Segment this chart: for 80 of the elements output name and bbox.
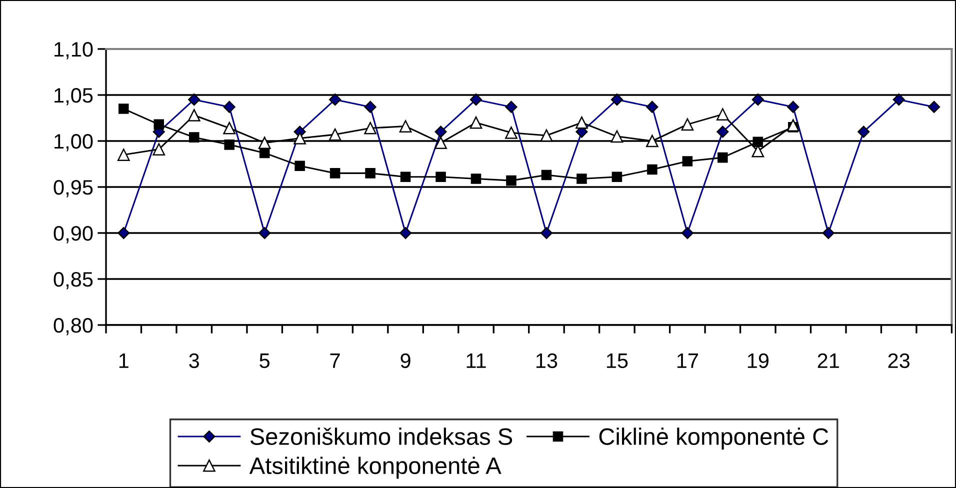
y-tick-label: 1,10 bbox=[54, 42, 93, 60]
point bbox=[822, 226, 834, 240]
legend-label: Sezoniškumo indeksas S bbox=[250, 428, 512, 445]
point bbox=[364, 100, 376, 113]
point bbox=[681, 118, 694, 131]
point bbox=[329, 94, 342, 106]
point bbox=[612, 172, 622, 182]
point bbox=[223, 122, 236, 134]
legend-label: Ciklinė komponentė C bbox=[599, 428, 828, 450]
point bbox=[400, 172, 411, 182]
point bbox=[540, 226, 553, 240]
point bbox=[718, 152, 728, 163]
point bbox=[787, 100, 800, 113]
y-tick-label: 0,95 bbox=[54, 180, 93, 198]
point bbox=[434, 126, 447, 138]
point bbox=[399, 120, 412, 132]
point bbox=[188, 132, 200, 142]
x-tick-label: 11 bbox=[466, 354, 486, 368]
y-tick-label: 0,80 bbox=[54, 318, 93, 336]
point bbox=[540, 129, 553, 142]
point bbox=[223, 100, 236, 113]
x-tick-label: 5 bbox=[260, 354, 270, 368]
point bbox=[224, 140, 234, 150]
point bbox=[646, 100, 658, 113]
point bbox=[436, 172, 446, 182]
x-tick-label: 19 bbox=[748, 353, 768, 368]
point bbox=[786, 119, 800, 132]
point bbox=[610, 130, 624, 143]
point bbox=[117, 148, 130, 161]
x-tick-label: 3 bbox=[189, 353, 199, 368]
x-tick-label: 15 bbox=[606, 354, 628, 368]
legend-label: Atsitiktinė konponentė A bbox=[249, 456, 502, 479]
point bbox=[434, 136, 447, 150]
point bbox=[258, 136, 271, 150]
x-tick-label: 23 bbox=[888, 353, 910, 368]
y-tick-label: 1,05 bbox=[54, 88, 93, 106]
point bbox=[752, 94, 764, 106]
point bbox=[470, 116, 482, 129]
point bbox=[505, 100, 518, 113]
point bbox=[541, 170, 552, 180]
point bbox=[400, 226, 412, 240]
point bbox=[892, 94, 905, 106]
point bbox=[154, 119, 164, 130]
point bbox=[716, 126, 729, 138]
point bbox=[646, 134, 658, 148]
point bbox=[188, 94, 200, 106]
x-tick-label: 1 bbox=[119, 354, 128, 368]
point bbox=[682, 156, 693, 166]
point bbox=[330, 168, 340, 178]
point bbox=[928, 100, 940, 113]
point bbox=[716, 108, 729, 120]
point bbox=[328, 128, 342, 141]
x-tick-label: 9 bbox=[400, 353, 410, 368]
y-tick-label: 1,00 bbox=[54, 134, 93, 152]
y-tick-label: 0,85 bbox=[54, 272, 93, 290]
point bbox=[505, 126, 518, 139]
point bbox=[258, 226, 271, 240]
point bbox=[365, 168, 376, 178]
point bbox=[188, 109, 200, 122]
point bbox=[118, 104, 129, 114]
point bbox=[294, 160, 305, 171]
point bbox=[576, 174, 587, 184]
point bbox=[752, 136, 764, 148]
point bbox=[118, 226, 130, 240]
y-tick-label: 0,90 bbox=[54, 226, 93, 244]
point bbox=[647, 164, 658, 175]
point bbox=[506, 175, 516, 186]
point bbox=[681, 226, 694, 240]
x-tick-label: 7 bbox=[330, 354, 340, 368]
point bbox=[294, 132, 306, 144]
x-tick-label: 17 bbox=[677, 354, 698, 368]
point bbox=[576, 116, 588, 129]
x-tick-label: 13 bbox=[536, 353, 558, 368]
point bbox=[858, 126, 870, 138]
point bbox=[470, 174, 482, 184]
x-tick-label: 21 bbox=[818, 353, 839, 368]
point bbox=[152, 143, 166, 156]
point bbox=[364, 122, 376, 134]
point bbox=[470, 94, 482, 106]
point bbox=[610, 94, 623, 106]
